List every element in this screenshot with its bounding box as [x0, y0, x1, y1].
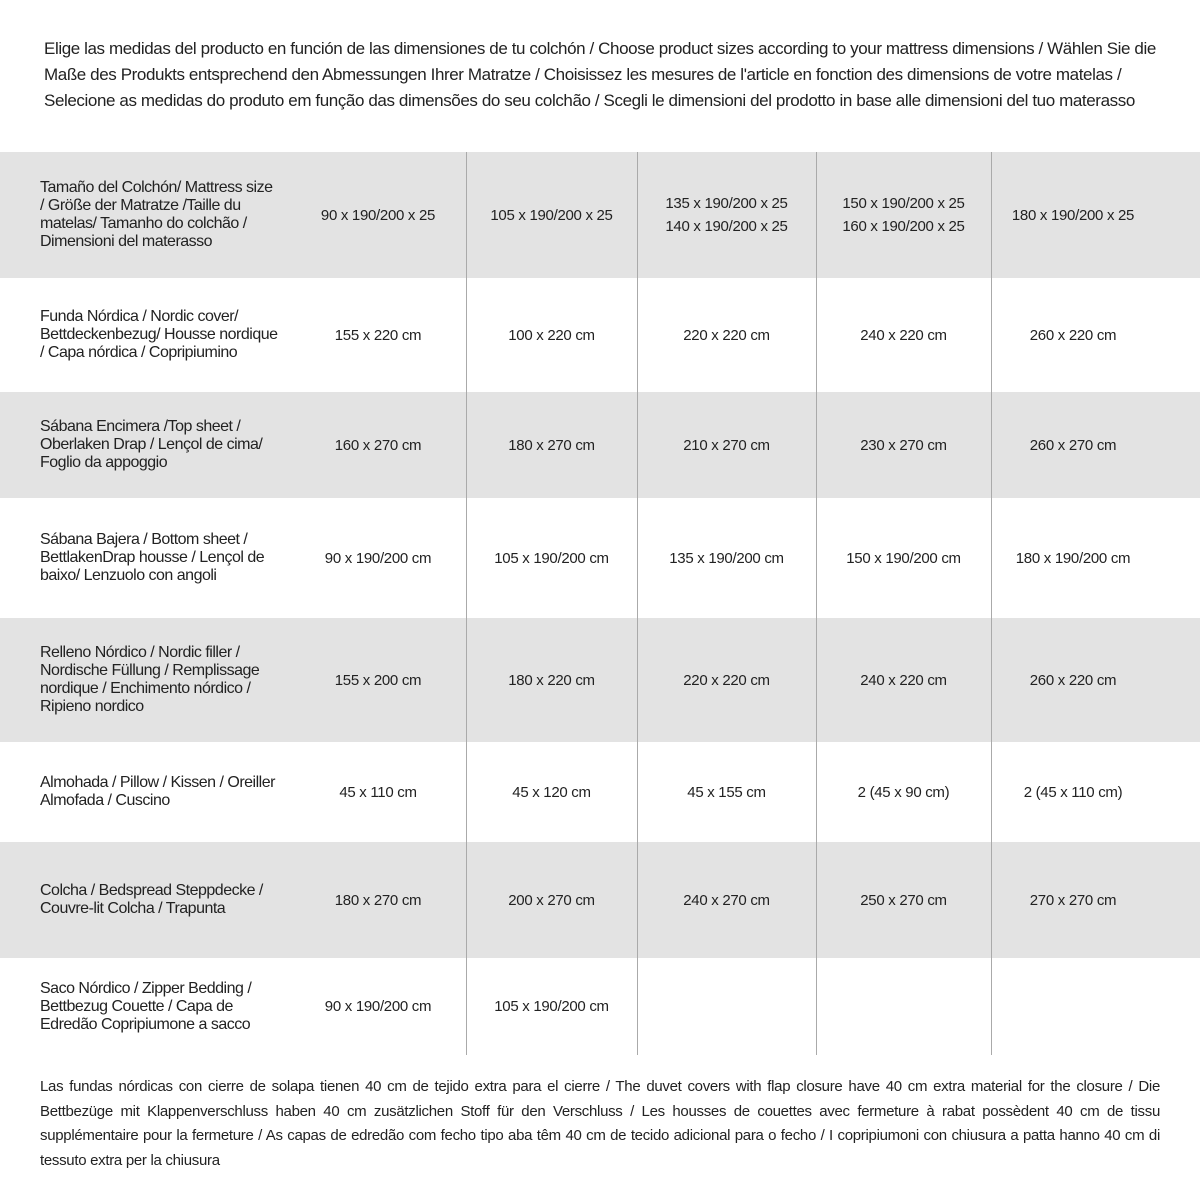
row-label: Relleno Nórdico / Nordic filler / Nordis…	[40, 644, 260, 715]
size-cell: 160 x 270 cm	[334, 436, 422, 454]
size-cell: 230 x 270 cm	[860, 436, 947, 454]
table-row: Relleno Nórdico / Nordic filler / Nordis…	[0, 618, 1200, 742]
size-cell: 90 x 190/200 cm	[324, 998, 432, 1015]
table-row: Tamaño del Colchón/ Mattress size / Größ…	[0, 152, 1200, 278]
footer-note: Las fundas nórdicas con cierre de solapa…	[40, 1078, 1160, 1169]
size-cell: 90 x 190/200 cm	[324, 549, 432, 567]
size-cell: 45 x 110 cm	[339, 783, 417, 801]
size-cell: 135 x 190/200 x 25 140 x 190/200 x 25	[665, 195, 788, 235]
row-label: Saco Nórdico / Zipper Bedding / Bettbezu…	[40, 979, 252, 1033]
size-cell: 260 x 220 cm	[1029, 671, 1117, 689]
table-row: Saco Nórdico / Zipper Bedding / Bettbezu…	[0, 958, 1200, 1055]
row-label: Almohada / Pillow / Kissen / Oreiller Al…	[40, 774, 275, 809]
size-cell: 105 x 190/200 cm	[494, 549, 609, 567]
size-cell: 45 x 120 cm	[512, 783, 591, 801]
intro-text: Elige las medidas del producto en funció…	[44, 39, 1156, 110]
column-divider	[816, 152, 817, 1055]
size-cell: 150 x 190/200 x 25 160 x 190/200 x 25	[842, 195, 965, 235]
size-cell: 90 x 190/200 x 25	[320, 206, 436, 224]
size-cell: 220 x 220 cm	[683, 326, 770, 344]
size-cell: 45 x 155 cm	[687, 783, 766, 801]
table-row: Almohada / Pillow / Kissen / Oreiller Al…	[0, 742, 1200, 842]
size-cell: 240 x 220 cm	[860, 671, 947, 689]
size-cell: 135 x 190/200 cm	[669, 549, 784, 567]
row-label: Funda Nórdica / Nordic cover/ Bettdecken…	[40, 308, 278, 361]
size-cell: 240 x 220 cm	[860, 326, 947, 344]
size-cell: 220 x 220 cm	[683, 671, 770, 689]
size-cell: 250 x 270 cm	[860, 891, 947, 909]
row-label: Colcha / Bedspread Steppdecke / Couvre-l…	[40, 882, 263, 917]
size-cell: 270 x 270 cm	[1029, 891, 1117, 909]
size-cell: 180 x 190/200 cm	[1015, 549, 1131, 567]
size-cell: 180 x 220 cm	[508, 671, 595, 689]
size-cell: 260 x 220 cm	[1029, 326, 1117, 344]
size-cell: 200 x 270 cm	[508, 891, 595, 909]
size-cell: 180 x 270 cm	[508, 436, 595, 454]
table-row: Sábana Encimera /Top sheet / Oberlaken D…	[0, 392, 1200, 498]
size-cell: 105 x 190/200 cm	[494, 998, 609, 1015]
row-label: Sábana Encimera /Top sheet / Oberlaken D…	[40, 418, 263, 471]
size-cell: 105 x 190/200 x 25	[490, 206, 613, 224]
size-cell: 2 (45 x 90 cm)	[857, 783, 950, 801]
column-divider	[466, 152, 467, 1055]
size-cell: 100 x 220 cm	[508, 326, 595, 344]
size-cell: 180 x 270 cm	[334, 891, 422, 909]
table-row: Colcha / Bedspread Steppdecke / Couvre-l…	[0, 842, 1200, 958]
size-cell: 210 x 270 cm	[683, 436, 770, 454]
size-cell: 240 x 270 cm	[683, 891, 770, 909]
row-label: Sábana Bajera / Bottom sheet / Bettlaken…	[40, 531, 265, 584]
size-cell: 155 x 220 cm	[334, 326, 422, 344]
size-cell: 180 x 190/200 x 25	[1011, 206, 1135, 224]
size-cell: 2 (45 x 110 cm)	[1023, 783, 1123, 801]
column-divider	[991, 152, 992, 1055]
size-cell: 155 x 200 cm	[334, 671, 422, 689]
table-row: Funda Nórdica / Nordic cover/ Bettdecken…	[0, 278, 1200, 392]
row-label: Tamaño del Colchón/ Mattress size / Größ…	[40, 179, 273, 250]
table-row: Sábana Bajera / Bottom sheet / Bettlaken…	[0, 498, 1200, 618]
size-cell: 150 x 190/200 cm	[846, 549, 961, 567]
column-divider	[637, 152, 638, 1055]
size-cell: 260 x 270 cm	[1029, 436, 1117, 454]
